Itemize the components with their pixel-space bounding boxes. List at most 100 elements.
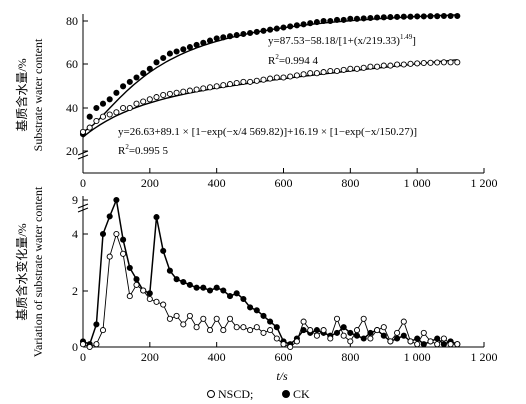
ck-data-point: [173, 48, 180, 55]
ck-data-point: [126, 78, 133, 85]
top-y-ticks: 20 40 60 80: [66, 14, 88, 158]
nscd-data-point: [313, 332, 320, 339]
ck-data-point: [273, 324, 280, 331]
ck-data-point: [153, 214, 160, 221]
nscd-data-point: [99, 113, 107, 120]
ck-data-point: [347, 329, 354, 336]
nscd-data-point: [320, 69, 327, 76]
nscd-data-point: [380, 324, 387, 331]
nscd-data-point: [106, 253, 113, 260]
nscd-data-point: [273, 335, 280, 342]
bottom-series-lines: [82, 197, 458, 348]
ck-data-point: [353, 15, 361, 22]
ck-data-point: [414, 335, 421, 342]
ck-data-point: [440, 12, 447, 20]
nscd-r-squared: R2=0.995 5: [118, 143, 169, 157]
nscd-data-point: [79, 341, 87, 348]
ck-data-point: [93, 104, 100, 112]
nscd-data-point: [206, 327, 214, 334]
nscd-data-point: [300, 318, 307, 325]
nscd-data-point: [253, 77, 260, 84]
ck-data-point: [434, 13, 441, 20]
ck-data-point: [220, 34, 227, 41]
nscd-r-squared-value: =0.995 5: [129, 145, 169, 157]
ck-data-point: [193, 284, 200, 291]
bottom-data-points: [79, 196, 461, 351]
nscd-data-point: [427, 59, 434, 66]
bottom-panel: 0 2 4 9 0 200 400 600 800 1 000 1 200 基质含水变化量/% V…: [14, 186, 498, 383]
nscd-data-point: [140, 287, 147, 294]
ck-fit-equation: y=87.53−58.18/[1+(x/219.33)1.49]: [268, 33, 416, 47]
nscd-data-point: [200, 315, 207, 322]
nscd-data-point: [400, 318, 407, 325]
ck-data-point: [113, 89, 120, 96]
nscd-data-point: [293, 72, 300, 79]
nscd-data-point: [226, 315, 234, 322]
ck-data-point: [260, 27, 267, 34]
nscd-data-point: [267, 327, 274, 334]
ck-data-point: [353, 332, 361, 339]
nscd-data-point: [79, 128, 87, 135]
ck-fit-equation-exponent: 1.49: [400, 33, 413, 41]
ck-data-point: [93, 321, 100, 328]
nscd-data-point: [153, 298, 160, 305]
bottom-x-tick-label: 200: [141, 350, 159, 364]
nscd-data-point: [414, 60, 421, 67]
ck-data-point: [247, 304, 254, 311]
nscd-data-point: [327, 67, 334, 75]
ck-data-point: [200, 284, 207, 291]
nscd-data-point: [126, 104, 133, 112]
nscd-data-point: [353, 327, 361, 334]
nscd-data-point: [340, 66, 347, 73]
ck-data-point: [200, 39, 207, 46]
nscd-data-point: [193, 324, 200, 331]
ck-data-point: [146, 290, 153, 297]
bottom-y-tick-label: 4: [72, 227, 78, 241]
nscd-data-point: [160, 301, 167, 308]
nscd-data-point: [333, 315, 341, 322]
nscd-data-point: [226, 81, 234, 88]
nscd-data-point: [293, 338, 300, 345]
nscd-data-point: [153, 94, 160, 101]
nscd-data-point: [287, 73, 294, 80]
nscd-data-point: [347, 65, 354, 72]
nscd-data-point: [166, 315, 173, 322]
ck-data-point: [347, 15, 354, 22]
top-x-tick-label: 400: [208, 176, 226, 190]
ck-r-squared-label: R: [268, 55, 276, 67]
top-y-label-cn: 基质含水量/%: [14, 58, 29, 131]
nscd-data-point: [287, 343, 294, 351]
bottom-x-tick-label: 800: [341, 350, 359, 364]
nscd-data-point: [173, 312, 180, 319]
nscd-fit-equation: y=26.63+89.1 × [1−exp(−x/4 569.82)]+16.1…: [118, 126, 417, 138]
nscd-data-point: [420, 329, 427, 336]
nscd-data-point: [400, 61, 407, 68]
bottom-y-label-cn: 基质含水变化量/%: [14, 223, 29, 320]
nscd-data-point: [407, 60, 414, 67]
bottom-y-tick-label: 2: [72, 284, 78, 298]
ck-data-point: [253, 28, 260, 35]
ck-data-point: [126, 264, 133, 271]
ck-data-point: [414, 13, 421, 20]
ck-data-point: [313, 19, 320, 26]
nscd-data-point: [113, 109, 120, 116]
nscd-data-point: [120, 104, 127, 112]
ck-data-point: [233, 32, 240, 39]
nscd-data-point: [267, 75, 274, 82]
ck-data-point: [374, 14, 381, 21]
ck-data-point: [173, 276, 180, 283]
top-x-tick-label: 800: [341, 176, 359, 190]
nscd-data-point: [86, 343, 93, 351]
bottom-x-tick-label: 0: [80, 350, 86, 364]
nscd-data-point: [387, 338, 394, 345]
nscd-data-point: [407, 338, 414, 345]
ck-data-point: [380, 332, 387, 339]
nscd-data-point: [93, 117, 100, 125]
nscd-data-point: [253, 324, 260, 331]
ck-data-point: [120, 83, 127, 90]
nscd-data-point: [434, 341, 441, 348]
ck-data-point: [427, 13, 434, 20]
bottom-x-ticks: 0 200 400 600 800 1 000 1 200: [80, 342, 498, 364]
ck-r-squared-exponent: 2: [275, 53, 279, 61]
nscd-data-point: [280, 74, 287, 81]
